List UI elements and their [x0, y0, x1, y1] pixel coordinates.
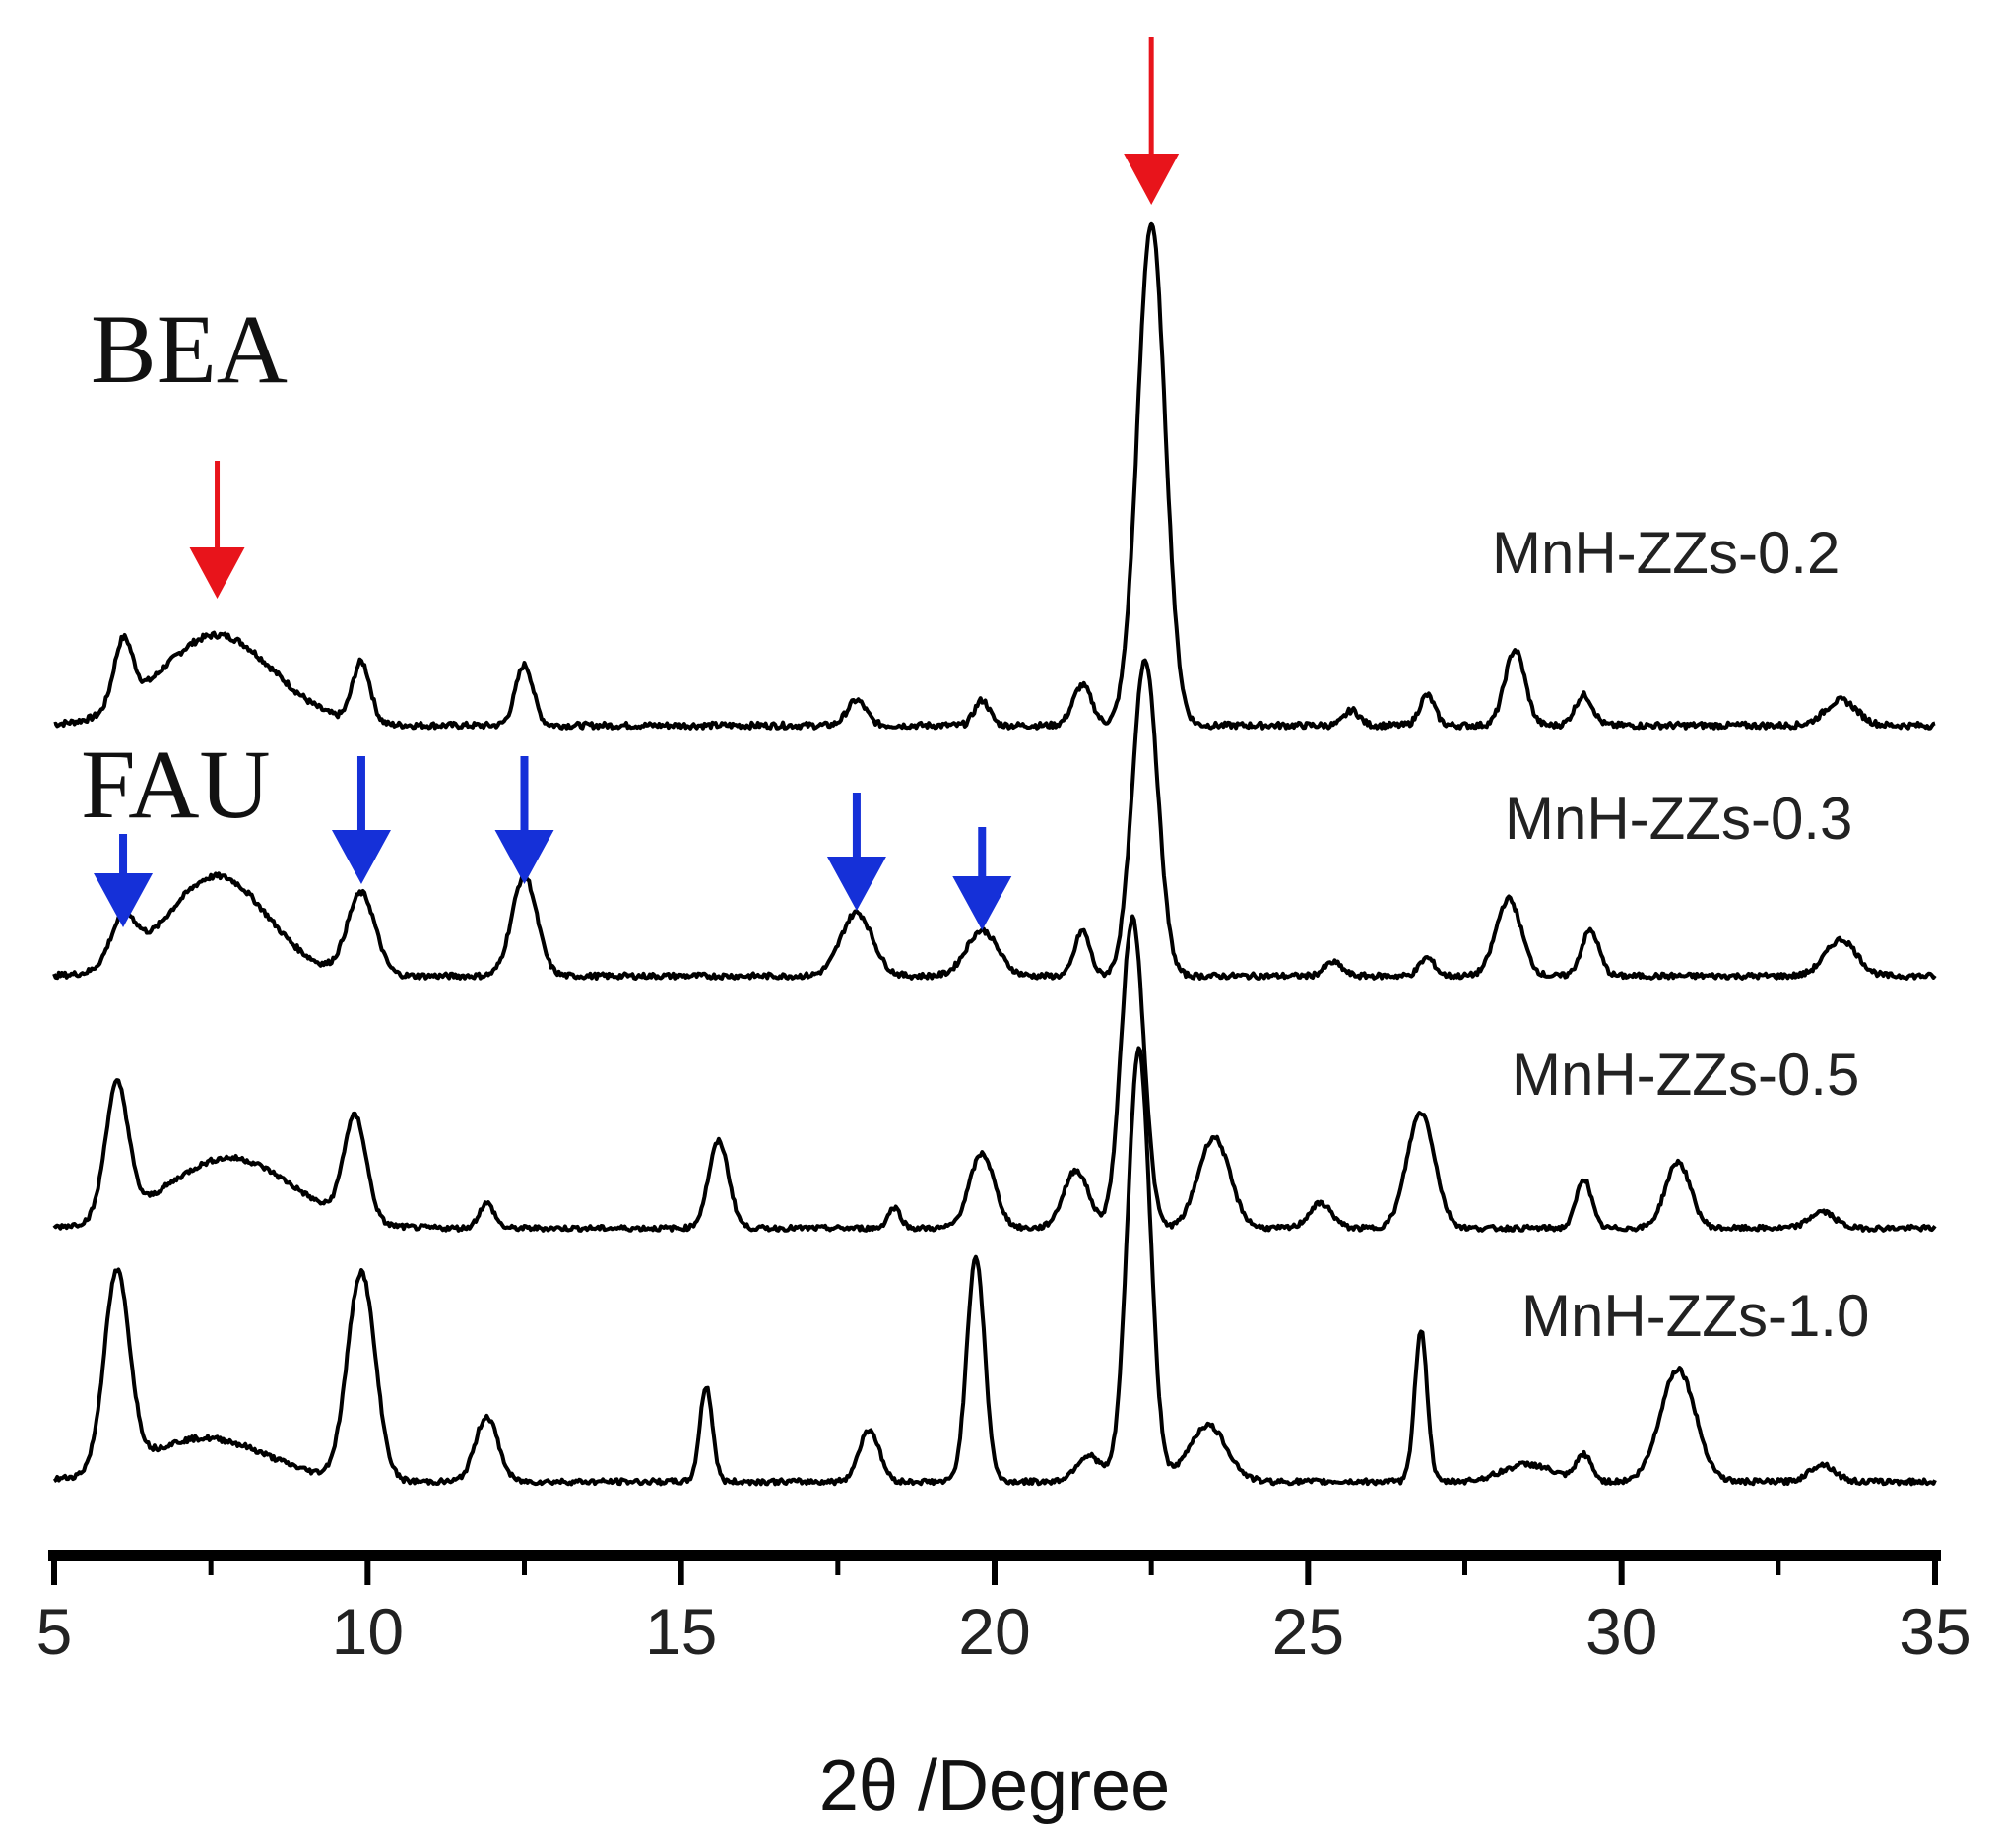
phase-annotations: BEA FAU — [81, 37, 1180, 930]
x-tick-label: 35 — [1899, 1595, 1970, 1668]
peak-arrow-FAU-19.8 — [952, 827, 1012, 930]
series-label-MnH-ZZs-0.3: MnH-ZZs-0.3 — [1505, 786, 1852, 852]
x-tick-label: 20 — [958, 1595, 1030, 1668]
peak-arrow-FAU-12.5 — [494, 756, 554, 884]
x-tick-label: 30 — [1585, 1595, 1657, 1668]
x-tick-label: 5 — [36, 1595, 73, 1668]
diffraction-traces — [52, 221, 1937, 1487]
series-label-MnH-ZZs-0.2: MnH-ZZs-0.2 — [1492, 520, 1840, 586]
peak-arrow-BEA-7.6 — [189, 461, 245, 599]
x-axis: 5 10 15 20 25 30 35 — [36, 1550, 1971, 1668]
x-axis-title: 2θ /Degree — [819, 1747, 1170, 1825]
phase-label-BEA: BEA — [91, 294, 288, 404]
peak-arrow-BEA-22.5 — [1124, 37, 1180, 205]
peak-arrow-FAU-9.9 — [331, 756, 391, 884]
phase-label-FAU: FAU — [81, 730, 271, 839]
trace-MnH-ZZs-0.5 — [52, 914, 1937, 1233]
peak-arrow-FAU-17.8 — [826, 793, 886, 911]
series-label-MnH-ZZs-1.0: MnH-ZZs-1.0 — [1521, 1283, 1869, 1349]
trace-MnH-ZZs-0.3 — [52, 658, 1937, 981]
x-tick-label: 15 — [645, 1595, 717, 1668]
x-tick-label: 10 — [332, 1595, 404, 1668]
trace-MnH-ZZs-1.0 — [52, 1046, 1937, 1487]
series-labels: MnH-ZZs-0.2 MnH-ZZs-0.3 MnH-ZZs-0.5 MnH-ZZs… — [1492, 520, 1869, 1349]
trace-MnH-ZZs-0.2 — [53, 221, 1936, 731]
peak-arrow-FAU-6.1 — [94, 834, 154, 927]
x-tick-label: 25 — [1272, 1595, 1344, 1668]
series-label-MnH-ZZs-0.5: MnH-ZZs-0.5 — [1512, 1042, 1859, 1108]
